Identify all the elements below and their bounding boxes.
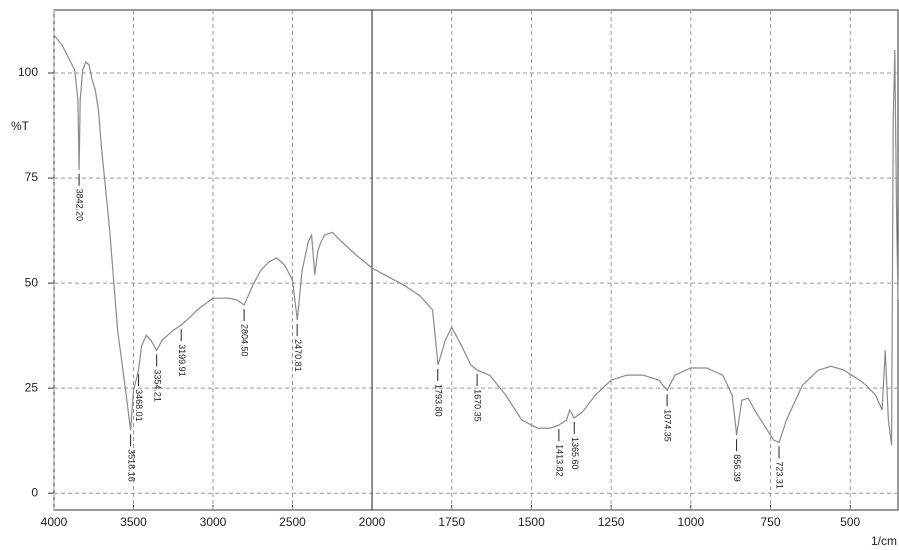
peak-label: 723.31 [775,461,785,489]
x-tick-label: 500 [840,515,860,529]
y-tick-label: 25 [25,380,39,394]
x-tick-label: 3000 [200,515,227,529]
y-tick-label: 75 [25,170,39,184]
x-tick-label: 750 [760,515,780,529]
x-tick-label: 1750 [438,515,465,529]
peak-label: 3354.21 [152,369,162,402]
peak-label: 2470.81 [293,339,303,372]
plot-frame [53,9,899,511]
y-tick-label: 0 [31,485,38,499]
y-tick-label: 50 [25,275,39,289]
x-tick-label: 2000 [359,515,386,529]
x-tick-label: 3500 [120,515,147,529]
peak-label: 1074.35 [663,409,673,442]
x-tick-label: 1000 [677,515,704,529]
x-tick-label: 1250 [598,515,625,529]
y-axis-label: %T [11,119,30,133]
peak-label: 1670.35 [473,389,483,422]
x-tick-label: 4000 [41,515,68,529]
spectrum-line [53,34,899,446]
peak-label: 2804.50 [240,324,250,357]
x-tick-label: 1500 [518,515,545,529]
peak-label: 3518.16 [126,449,136,482]
peak-label: 3199.91 [177,344,187,377]
y-tick-label: 100 [18,65,38,79]
peak-label: 856.39 [732,454,742,482]
peak-label: 1365.60 [570,437,580,470]
peak-label: 3468.01 [134,389,144,422]
peak-label: 1413.82 [555,444,565,477]
x-axis-label: 1/cm [871,534,897,548]
peak-label: 3842.20 [75,189,85,222]
peak-label: 1793.80 [433,384,443,417]
x-tick-label: 2500 [279,515,306,529]
